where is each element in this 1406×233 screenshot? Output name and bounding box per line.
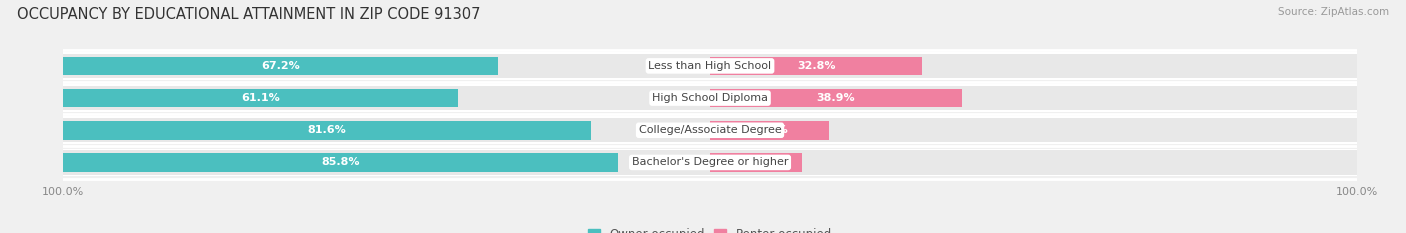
Text: 81.6%: 81.6%	[308, 125, 346, 135]
Text: 32.8%: 32.8%	[797, 61, 835, 71]
Text: 18.4%: 18.4%	[751, 125, 789, 135]
Bar	[63, 52, 1357, 80]
Bar	[710, 153, 801, 172]
Bar	[63, 57, 498, 75]
Bar	[63, 150, 1357, 175]
Text: Bachelor's Degree or higher: Bachelor's Degree or higher	[631, 158, 789, 168]
Bar	[710, 57, 922, 75]
Bar	[63, 153, 619, 172]
Bar	[63, 54, 1357, 78]
Text: 67.2%: 67.2%	[262, 61, 299, 71]
Text: High School Diploma: High School Diploma	[652, 93, 768, 103]
Text: 38.9%: 38.9%	[817, 93, 855, 103]
Text: 85.8%: 85.8%	[322, 158, 360, 168]
Bar	[710, 121, 830, 140]
Bar	[710, 89, 962, 107]
Bar	[63, 121, 591, 140]
Bar	[63, 84, 1357, 112]
Bar	[63, 89, 458, 107]
Text: Source: ZipAtlas.com: Source: ZipAtlas.com	[1278, 7, 1389, 17]
Text: Less than High School: Less than High School	[648, 61, 772, 71]
Bar	[63, 86, 1357, 110]
Text: 14.2%: 14.2%	[737, 158, 775, 168]
Bar	[63, 149, 1357, 176]
Bar	[63, 116, 1357, 144]
Legend: Owner-occupied, Renter-occupied: Owner-occupied, Renter-occupied	[583, 224, 837, 233]
Text: OCCUPANCY BY EDUCATIONAL ATTAINMENT IN ZIP CODE 91307: OCCUPANCY BY EDUCATIONAL ATTAINMENT IN Z…	[17, 7, 481, 22]
Text: College/Associate Degree: College/Associate Degree	[638, 125, 782, 135]
Bar	[63, 118, 1357, 143]
Text: 61.1%: 61.1%	[242, 93, 280, 103]
